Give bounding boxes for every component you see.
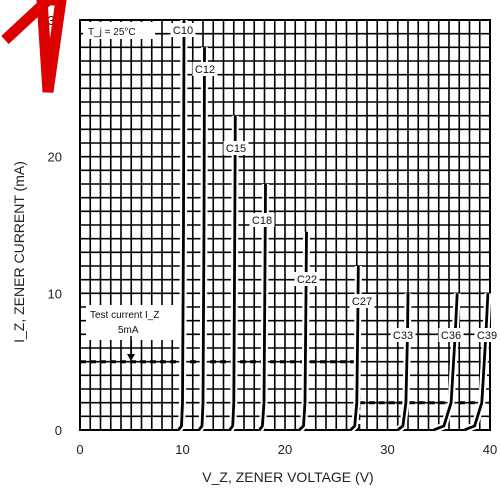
- x-tick-label: 10: [175, 442, 189, 457]
- series-label: C33: [393, 330, 413, 342]
- y-axis-label: I_Z, ZENER CURRENT (mA): [11, 161, 27, 343]
- series-label-background: [223, 141, 249, 155]
- y-tick-label: 0: [55, 423, 62, 438]
- series-label: C15: [226, 143, 246, 155]
- test-current-label: Test current I_Z: [90, 310, 159, 321]
- series-label-background: [294, 272, 320, 286]
- plot-frame: [79, 19, 491, 431]
- series-line: [463, 293, 490, 432]
- series-label-background: [474, 328, 500, 342]
- series-label-background: [170, 23, 196, 37]
- series-label: C18: [252, 215, 272, 227]
- series-label-background: [438, 328, 464, 342]
- x-tick-label: 0: [76, 442, 83, 457]
- series-label: C12: [195, 64, 215, 76]
- series-line: [396, 293, 410, 432]
- series-line: [258, 183, 267, 431]
- test-current-value: 5mA: [118, 325, 139, 336]
- series-label-background: [249, 213, 275, 227]
- series-line: [433, 293, 459, 432]
- series-label: C39: [477, 330, 497, 342]
- grid: [80, 20, 490, 430]
- red-watermark: [1, 0, 67, 93]
- series-line: [197, 47, 206, 431]
- temperature-box: [83, 22, 155, 39]
- y-tick-label: 20: [48, 150, 62, 165]
- test-current-box: [86, 305, 180, 340]
- temperature-annotation: T_j = 25°C: [88, 27, 136, 38]
- x-tick-label: 20: [278, 442, 292, 457]
- y-tick-label: 10: [48, 286, 62, 301]
- series-label-background: [390, 328, 416, 342]
- test-current-arrowhead: [127, 354, 135, 361]
- curve-labels: C10 C12 C15 C18 C22 C27 C33 C36 C39: [170, 23, 500, 342]
- series-label: C22: [297, 274, 317, 286]
- series-label-background: [349, 294, 375, 308]
- series-label: C27: [352, 296, 372, 308]
- series-label: C10: [173, 25, 193, 37]
- series-label: C36: [441, 330, 461, 342]
- series-label-background: [192, 62, 218, 76]
- series-curves: [175, 19, 492, 434]
- series-line: [177, 19, 186, 431]
- x-tick-label: 40: [483, 442, 497, 457]
- x-tick-label: 30: [380, 442, 394, 457]
- x-axis-label: V_Z, ZENER VOLTAGE (V): [202, 469, 373, 485]
- series-line: [228, 115, 237, 431]
